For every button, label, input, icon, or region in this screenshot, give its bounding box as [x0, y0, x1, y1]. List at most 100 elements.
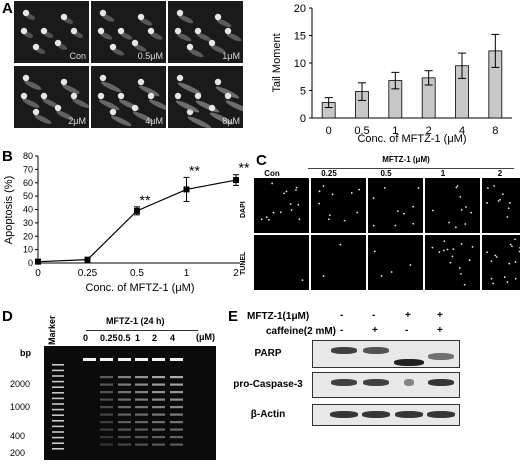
ladder-band — [52, 448, 64, 450]
ladder-fragment — [170, 398, 183, 401]
comet-tail — [149, 99, 166, 111]
comet-head — [54, 104, 62, 112]
mftz-sign: + — [405, 310, 411, 321]
x-tick-label: 0.5 — [130, 268, 144, 279]
ladder-fragment — [170, 376, 183, 379]
ladder-fragment — [135, 383, 148, 386]
ladder-band — [52, 397, 64, 400]
nucleus-dot — [506, 281, 509, 284]
ladder-fragment — [170, 391, 183, 394]
nucleus-dot — [322, 275, 325, 277]
nucleus-dot — [492, 282, 495, 285]
gel-lane-label: 0 — [83, 333, 89, 343]
comet-tail — [225, 100, 243, 113]
comet-head — [214, 78, 222, 86]
comet-head — [70, 27, 78, 35]
comet-tail — [101, 81, 122, 93]
wb-band — [363, 347, 389, 354]
comet-tail — [187, 116, 212, 128]
nucleus-dot — [486, 187, 489, 190]
mftz-sign: + — [437, 310, 443, 321]
comet-head — [99, 74, 107, 82]
nucleus-dot — [268, 218, 270, 221]
comet-tail — [149, 32, 163, 40]
ladder-fragment — [118, 406, 131, 409]
y-tick-label: 5 — [300, 86, 306, 98]
ladder-fragment — [135, 391, 148, 394]
ladder-fragment — [152, 428, 165, 431]
ladder-fragment — [152, 406, 165, 409]
ladder-fragment — [100, 391, 113, 394]
ladder-band — [52, 436, 64, 439]
comet-tail — [196, 33, 212, 42]
nucleus-dot — [449, 261, 452, 264]
ladder-band — [52, 408, 64, 411]
ladder-fragment — [170, 421, 183, 424]
ladder-fragment — [100, 376, 113, 379]
caffeine-sign: + — [437, 325, 443, 336]
comet-tail — [226, 33, 242, 42]
panel-letter-a: A — [2, 0, 13, 17]
wb-strip — [312, 340, 460, 368]
wb-band — [395, 411, 423, 418]
comet-head — [131, 104, 139, 112]
nucleus-dot — [301, 279, 304, 282]
nucleus-dot — [509, 243, 512, 246]
nucleus-dot — [372, 197, 375, 200]
comet-graphic — [97, 74, 166, 127]
tunel-image — [482, 178, 520, 233]
comet-tail — [119, 32, 133, 40]
data-point — [84, 256, 91, 263]
nucleus-dot — [279, 211, 282, 214]
x-axis-label: Conc. of MFTZ-1 (μM) — [357, 133, 466, 145]
ladder-fragment — [135, 436, 148, 439]
nucleus-dot — [503, 276, 506, 279]
nucleus-dot — [486, 251, 488, 254]
mftz-sign: - — [340, 310, 344, 321]
nucleus-dot — [448, 221, 450, 224]
gel-title-rule — [86, 330, 198, 331]
nucleus-dot — [409, 264, 412, 266]
ladder-fragment — [170, 406, 183, 409]
comet-label: 0.5μM — [137, 51, 163, 61]
ladder-fragment — [100, 398, 113, 401]
nucleus-dot — [456, 185, 459, 187]
ladder-fragment — [152, 421, 165, 424]
comet-image-2: 1μM — [168, 1, 243, 63]
comet-tail — [133, 111, 154, 123]
ladder-fragment — [118, 413, 131, 416]
tunel-col-label: 0.25 — [321, 169, 337, 178]
comet-tail — [24, 80, 42, 90]
tunel-image — [254, 235, 309, 290]
nucleus-dot — [452, 248, 455, 251]
tunel-title-rule — [308, 168, 514, 169]
comet-label: 8μM — [222, 116, 240, 126]
ladder-fragment — [152, 436, 165, 439]
wb-band — [362, 411, 390, 418]
y-axis-label: Tail Moment — [271, 33, 283, 92]
nucleus-dot — [403, 212, 405, 215]
nucleus-dot — [358, 188, 361, 191]
tunel-image — [254, 178, 309, 233]
nucleus-dot — [285, 190, 288, 193]
nucleus-dot — [454, 226, 457, 229]
nucleus-dot — [431, 246, 434, 249]
comet-tail — [111, 48, 125, 56]
comet-head — [109, 108, 117, 116]
gel-lane-label: 0.5 — [118, 333, 131, 343]
comet-tail — [188, 49, 204, 58]
caffeine-sign: - — [405, 325, 409, 336]
comet-head — [117, 92, 125, 100]
comet-head — [32, 108, 40, 116]
ladder-fragment — [170, 436, 183, 439]
gel-bp-label: bp — [20, 348, 31, 358]
nucleus-dot — [514, 277, 517, 280]
comet-image-3: 2μM — [14, 66, 89, 128]
tunel-dots — [322, 243, 342, 277]
ladder-fragment — [118, 436, 131, 439]
comet-label: Con — [69, 51, 86, 61]
comet-tail — [209, 112, 234, 125]
comet-head — [174, 27, 182, 35]
ladder-fragment — [100, 406, 113, 409]
comet-tail — [133, 44, 147, 52]
